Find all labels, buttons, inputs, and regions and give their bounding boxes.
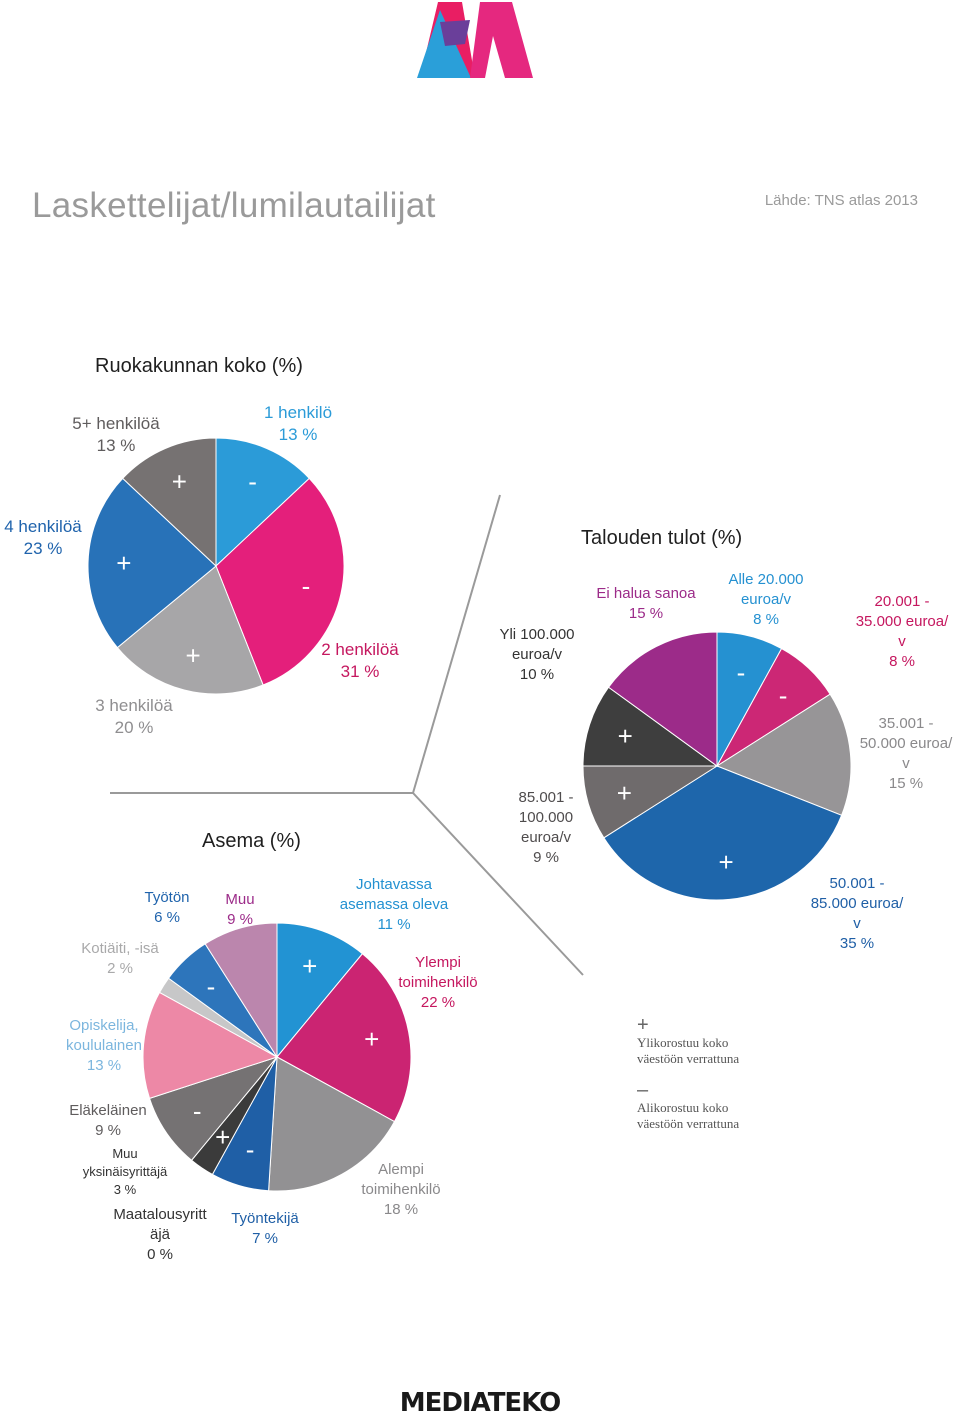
minus-icon: - — [737, 658, 746, 688]
slice-label: 85.001 -100.000 euroa/v 9 % — [518, 789, 574, 866]
plus-icon: + — [617, 778, 632, 808]
plus-icon: + — [116, 548, 131, 578]
slice-label: Muu yksinäisyrittäjä 3 % — [82, 1146, 168, 1197]
slice-label: Ei halua sanoa 15 % — [596, 585, 696, 622]
slice-label: 35.001 -50.000 euroa/v 15 % — [859, 715, 953, 792]
slice-label: Alle 20.000 euroa/v 8 % — [728, 571, 804, 628]
minus-icon: - — [246, 1135, 255, 1165]
pie-slice — [204, 922, 278, 1059]
slice-label: 3 henkilöä 20 % — [95, 696, 173, 737]
divider-line-upper — [412, 494, 501, 794]
slice-label: 1 henkilö 13 % — [263, 403, 333, 444]
minus-icon: - — [193, 1096, 202, 1126]
logo-mark — [417, 2, 533, 78]
slice-label: Työtön 6 % — [144, 889, 190, 926]
slice-label: 20.001 -35.000 euroa/v 8 % — [855, 593, 949, 670]
slice-label: Johtavassa asemassa oleva 11 % — [339, 876, 449, 933]
minus-icon: - — [207, 972, 216, 1002]
slice-label: 2 henkilöä 31 % — [321, 640, 399, 681]
chart-title-household: Ruokakunnan koko (%) — [95, 355, 303, 377]
chart-title-position: Asema (%) — [202, 830, 301, 852]
pie-slice — [87, 477, 217, 649]
pie-slice — [215, 477, 345, 686]
page-title: Laskettelijat/lumilautailijat — [32, 186, 436, 225]
plus-icon: + — [302, 951, 317, 981]
slice-label: Eläkeläinen 9 % — [69, 1102, 147, 1139]
legend-minus: – Alikorostuu koko väestöön verrattuna — [637, 1079, 740, 1131]
slice-label: Ylempi toimihenkilö 22 % — [398, 954, 478, 1011]
pie-slice — [215, 437, 311, 568]
pie-slice — [268, 1056, 396, 1192]
plus-icon: + — [618, 721, 633, 751]
slice-label: Maatalousyritt äjä 0 % — [113, 1206, 207, 1263]
minus-icon: - — [302, 571, 311, 601]
plus-icon: + — [718, 847, 733, 877]
pie-slice — [715, 693, 852, 816]
minus-icon: - — [248, 466, 257, 496]
slice-label: Kotiäiti, -isä 2 % — [81, 940, 159, 977]
pie-slice — [276, 953, 412, 1123]
slice-label: Muu 9 % — [225, 891, 255, 928]
pie-slice — [121, 437, 217, 568]
plus-icon: + — [364, 1024, 379, 1054]
source-text: Lähde: TNS atlas 2013 — [764, 192, 918, 209]
plus-icon: + — [637, 1014, 649, 1036]
slice-label: Yli 100.000 euroa/v 10 % — [499, 626, 575, 683]
pie-slice — [607, 631, 718, 767]
slice-label: Alempi toimihenkilö 18 % — [361, 1161, 441, 1218]
pie-slice — [116, 565, 264, 695]
legend-plus: + Ylikorostuu koko väestöön verrattuna — [637, 1014, 740, 1066]
slice-label: 50.001 -85.000 euroa/v 35 % — [810, 875, 904, 952]
chart-title-income: Talouden tulot (%) — [581, 527, 743, 549]
slice-label: 4 henkilöä 23 % — [4, 517, 82, 558]
pie-slice — [142, 991, 279, 1100]
slice-label: 5+ henkilöä 13 % — [72, 414, 160, 455]
pie-slice — [603, 765, 843, 901]
pie-slice — [582, 686, 719, 767]
pie-slice — [276, 922, 364, 1059]
plus-icon: + — [185, 640, 200, 670]
minus-icon: – — [637, 1079, 649, 1101]
slice-label: Opiskelija, koululainen 13 % — [66, 1017, 142, 1074]
minus-icon: - — [779, 681, 788, 711]
footer-brand: MEDIATEKO — [399, 1388, 562, 1418]
plus-icon: + — [172, 466, 187, 496]
plus-icon: + — [215, 1122, 230, 1152]
slice-label: Työntekijä 7 % — [231, 1210, 299, 1247]
